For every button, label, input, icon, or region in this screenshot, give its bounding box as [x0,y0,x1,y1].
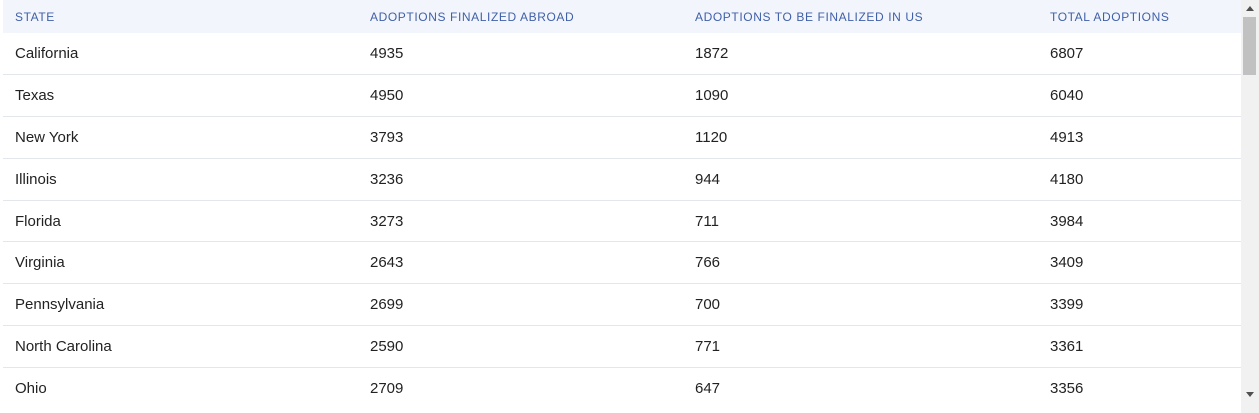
cell-state: Pennsylvania [3,283,358,327]
table-row[interactable]: North Carolina 2590 771 3361 [3,325,1241,368]
cell-finalized-in-us: 1090 [683,74,1038,118]
cell-finalized-abroad: 3793 [358,116,683,159]
cell-total-adoptions: 6040 [1038,74,1241,118]
column-header-finalized-in-us[interactable]: ADOPTIONS TO BE FINALIZED IN US [683,0,1038,33]
cell-finalized-abroad: 2699 [358,283,683,327]
cell-total-adoptions: 3409 [1038,241,1241,285]
cell-finalized-in-us: 944 [683,158,1038,201]
cell-state: Ohio [15,380,47,398]
cell-total-adoptions: 3984 [1038,200,1241,243]
column-header-total-adoptions[interactable]: TOTAL ADOPTIONS [1038,0,1241,33]
cell-finalized-in-us: 711 [683,200,1038,243]
cell-total-adoptions: 3399 [1038,283,1241,327]
table-row[interactable]: Ohio 2709 647 3356 [3,367,1241,409]
cell-state: Virginia [3,241,358,285]
table-body: California 4935 1872 6807 Texas 4950 109… [3,33,1241,409]
cell-finalized-in-us: 1872 [683,33,1038,76]
table-row[interactable]: California 4935 1872 6807 [3,33,1241,76]
table-row[interactable]: Virginia 2643 766 3409 [3,241,1241,285]
cell-finalized-in-us: 700 [683,283,1038,327]
header-row: STATE ADOPTIONS FINALIZED ABROAD ADOPTIO… [3,0,1241,33]
cell-finalized-in-us: 647 [695,380,721,398]
adoptions-table: STATE ADOPTIONS FINALIZED ABROAD ADOPTIO… [3,0,1241,409]
table-row[interactable]: New York 3793 1120 4913 [3,116,1241,159]
cell-finalized-abroad: 2709 [370,380,404,398]
table-container: STATE ADOPTIONS FINALIZED ABROAD ADOPTIO… [3,0,1241,413]
cell-total-adoptions: 6807 [1038,33,1241,76]
cell-finalized-abroad: 3273 [358,200,683,243]
column-header-finalized-abroad[interactable]: ADOPTIONS FINALIZED ABROAD [358,0,683,33]
scrollbar-thumb[interactable] [1243,17,1256,75]
table-header: STATE ADOPTIONS FINALIZED ABROAD ADOPTIO… [3,0,1241,33]
cell-total-adoptions: 4180 [1038,158,1241,201]
cell-finalized-in-us: 771 [683,325,1038,368]
cell-state: Texas [3,74,358,118]
cell-total-adoptions: 3361 [1038,325,1241,368]
cell-finalized-abroad: 4950 [358,74,683,118]
table-row[interactable]: Florida 3273 711 3984 [3,200,1241,243]
cell-finalized-abroad: 2643 [358,241,683,285]
cell-finalized-abroad: 3236 [358,158,683,201]
cell-total-adoptions: 4913 [1038,116,1241,159]
cell-state: Florida [3,200,358,243]
cell-state: North Carolina [3,325,358,368]
cell-total-adoptions: 3356 [1050,380,1084,398]
scroll-down-arrow-icon[interactable] [1241,386,1259,403]
column-header-state[interactable]: STATE [3,0,358,33]
vertical-scrollbar[interactable] [1241,0,1259,413]
scroll-up-arrow-icon[interactable] [1241,0,1259,17]
cell-finalized-abroad: 2590 [358,325,683,368]
cell-state: California [3,33,358,76]
table-row[interactable]: Texas 4950 1090 6040 [3,74,1241,118]
cell-finalized-in-us: 766 [683,241,1038,285]
table-row[interactable]: Pennsylvania 2699 700 3399 [3,283,1241,327]
table-row[interactable]: Illinois 3236 944 4180 [3,158,1241,201]
cell-state: New York [3,116,358,159]
cell-state: Illinois [3,158,358,201]
cell-finalized-in-us: 1120 [683,116,1038,159]
cell-finalized-abroad: 4935 [358,33,683,76]
